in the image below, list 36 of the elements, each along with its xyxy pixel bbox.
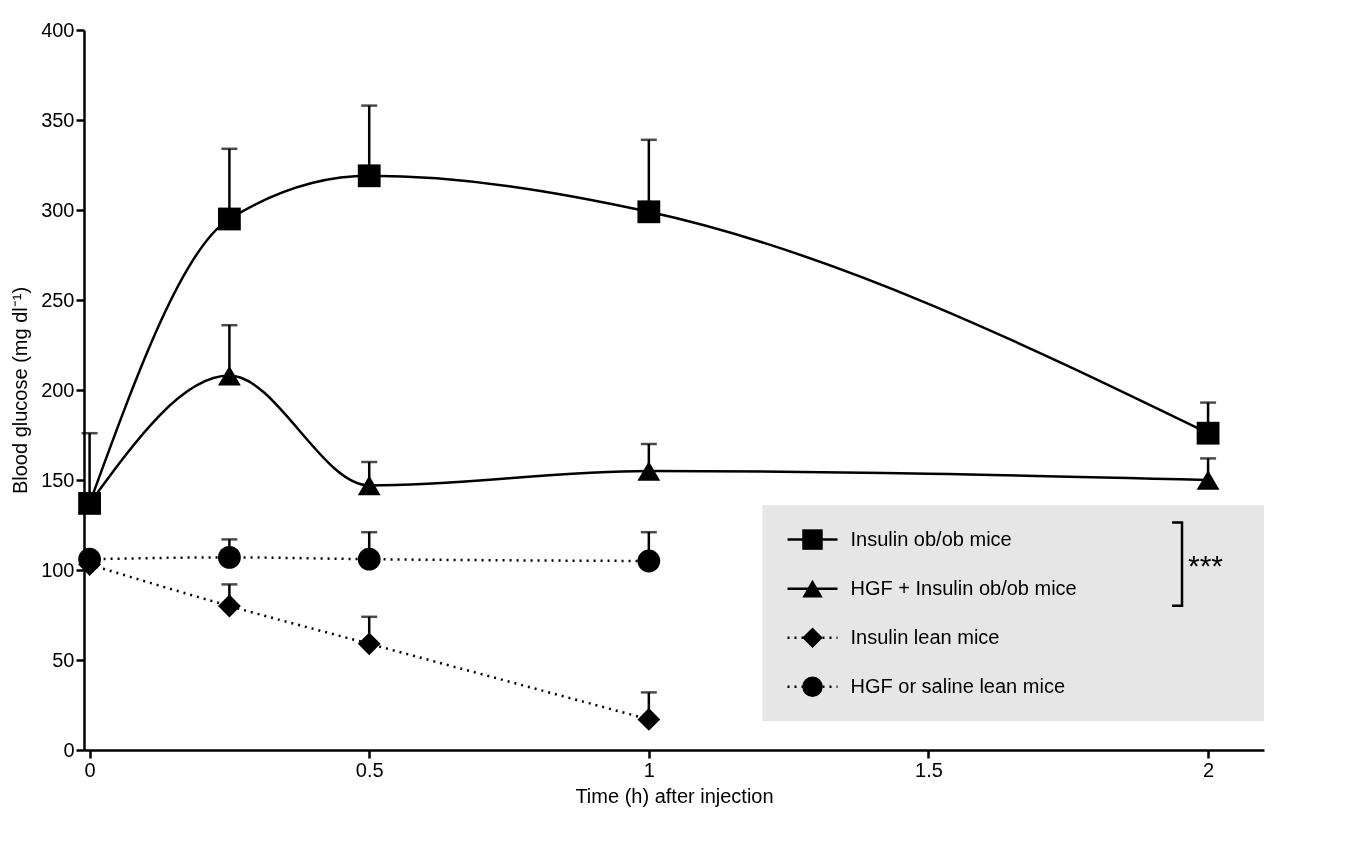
y-tick-label: 0 (63, 738, 75, 761)
legend-label: Insulin lean mice (850, 625, 1000, 648)
x-tick-label: 0.5 (355, 758, 384, 781)
x-axis-title: Time (h) after injection (575, 784, 774, 807)
y-tick-label: 150 (41, 468, 75, 491)
x-tick-label: 1 (643, 758, 655, 781)
y-tick-label: 50 (52, 648, 75, 671)
y-tick-label: 350 (41, 108, 75, 131)
x-tick-label: 1.5 (915, 758, 943, 781)
legend-label: Insulin ob/ob mice (850, 527, 1012, 550)
legend-label: HGF or saline lean mice (850, 674, 1066, 697)
x-tick-label: 0 (84, 758, 96, 781)
x-tick-label: 2 (1203, 758, 1215, 781)
point (218, 207, 241, 231)
annotation: *** (1188, 548, 1224, 582)
point (357, 164, 381, 188)
y-tick-label: 100 (41, 558, 75, 581)
y-tick-label: 400 (41, 18, 75, 41)
point (637, 200, 661, 224)
point (637, 549, 661, 573)
y-tick-label: 300 (41, 198, 75, 221)
point (1196, 421, 1220, 445)
point (78, 547, 101, 571)
point (357, 547, 381, 571)
point (218, 594, 241, 618)
point (357, 475, 381, 496)
point (218, 546, 241, 569)
point (637, 708, 661, 731)
point (637, 461, 661, 481)
point (357, 632, 381, 656)
y-axis-title: Blood glucose (mg dl⁻¹) (9, 286, 32, 495)
y-tick-label: 250 (41, 288, 75, 311)
point (218, 365, 241, 386)
point (1196, 470, 1220, 490)
legend-label: HGF + Insulin ob/ob mice (850, 576, 1077, 599)
y-tick-label: 200 (41, 378, 75, 401)
